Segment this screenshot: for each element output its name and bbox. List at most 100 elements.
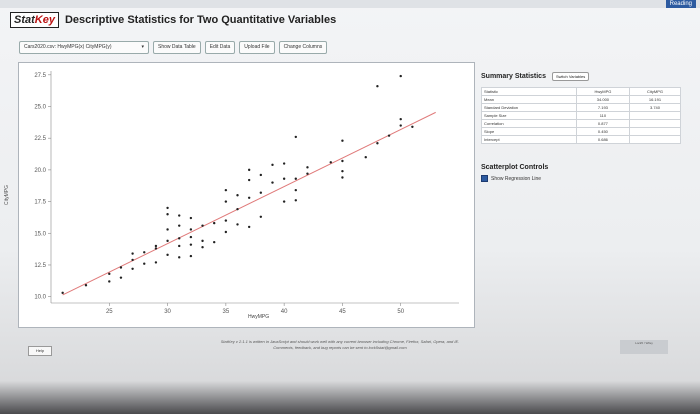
checkbox-checked-icon[interactable] — [481, 175, 488, 182]
change-columns-button[interactable]: Change Columns — [278, 41, 328, 54]
data-point — [294, 199, 297, 202]
data-point — [213, 240, 216, 244]
data-point — [236, 194, 239, 197]
data-point — [189, 235, 193, 239]
data-point — [399, 124, 402, 127]
data-point — [341, 169, 344, 173]
data-point — [178, 214, 181, 217]
stat-x-value: 7.193 — [575, 103, 630, 112]
data-point — [224, 230, 228, 234]
x-tick-label: 35 — [223, 309, 230, 315]
summary-row: Standard Deviation 7.193 3.740 — [481, 103, 682, 112]
summary-row: Mean 34.000 16.191 — [481, 95, 682, 104]
header-x: HwyMPG — [575, 87, 630, 96]
stat-x-value: 0.877 — [575, 119, 630, 128]
stat-label: Standard Deviation — [481, 103, 577, 112]
data-point — [411, 125, 414, 128]
data-point — [236, 207, 239, 211]
x-tick-label: 25 — [106, 309, 113, 315]
browser-top-strip — [0, 0, 700, 8]
data-point — [189, 243, 193, 246]
scatterplot-controls-title: Scatterplot Controls — [481, 164, 549, 171]
show-regression-line-label: Show Regression Line — [491, 175, 542, 182]
data-point — [166, 228, 169, 231]
data-point — [108, 272, 111, 276]
data-point — [271, 163, 274, 167]
data-point — [271, 181, 274, 184]
data-point — [61, 291, 64, 295]
data-point — [154, 261, 158, 264]
data-point — [119, 276, 123, 279]
title-bar: StatKey Descriptive Statistics for Two Q… — [10, 12, 336, 28]
header-statistic: Statistic — [481, 87, 577, 96]
edit-data-button[interactable]: Edit Data — [204, 41, 236, 54]
stat-x-value: 0.686 — [575, 135, 630, 144]
footer: StatKey v 2.1.1 is written in JavaScript… — [175, 339, 505, 351]
data-point — [294, 188, 297, 192]
data-point — [154, 244, 158, 248]
data-point — [259, 173, 263, 177]
data-point — [236, 223, 239, 226]
data-point — [399, 74, 402, 78]
data-point — [259, 215, 263, 218]
stat-x-value: 34.000 — [575, 95, 630, 104]
data-point — [224, 188, 228, 192]
data-point — [131, 258, 134, 262]
stat-label: Mean — [481, 95, 577, 104]
y-tick-label: 20.0 — [34, 168, 46, 174]
summary-table-header: Statistic HwyMPG CityMPG — [481, 87, 682, 96]
help-button[interactable]: Help — [28, 346, 52, 356]
data-point — [131, 252, 134, 255]
data-point — [294, 177, 297, 180]
show-regression-line-option[interactable]: Show Regression Line — [481, 175, 690, 182]
reading-mode-badge[interactable]: Reading — [665, 0, 696, 8]
summary-row: Intercept 0.686 — [481, 135, 682, 144]
y-tick-label: 17.5 — [34, 200, 46, 206]
y-tick-label: 22.5 — [34, 136, 46, 142]
stat-y-value: 16.191 — [628, 95, 682, 104]
stat-label: Slope — [481, 127, 577, 136]
data-point — [341, 176, 344, 179]
data-point — [387, 134, 391, 137]
data-point — [201, 239, 204, 243]
stat-label: Sample Size — [481, 111, 577, 120]
toolbar: Cars2020.csv: HwyMPG(x) CityMPG(y) ▾ Show… — [19, 41, 328, 54]
data-point — [143, 251, 146, 254]
data-point — [108, 280, 111, 283]
data-point — [376, 85, 379, 88]
data-point — [178, 237, 181, 240]
upload-file-button[interactable]: Upload File — [239, 41, 275, 54]
data-point — [224, 219, 228, 222]
regression-line — [62, 111, 436, 296]
summary-header: Summary Statistics Switch Variables — [481, 72, 690, 81]
data-point — [166, 239, 169, 243]
data-point — [143, 262, 146, 265]
data-point — [247, 168, 251, 172]
show-data-table-button[interactable]: Show Data Table — [153, 41, 201, 54]
switch-variables-button[interactable]: Switch Variables — [551, 72, 590, 81]
statkey-logo[interactable]: StatKey — [10, 12, 59, 28]
scatterplot: 10.0 12.5 15.0 17.5 20.0 22.5 25.0 27.5 25 30 35 40… — [34, 71, 459, 315]
summary-row: Sample Size 110 — [481, 111, 682, 120]
y-tick-label: 15.0 — [34, 231, 46, 237]
data-point — [247, 178, 251, 182]
data-point — [201, 246, 204, 249]
header-y: CityMPG — [628, 87, 682, 96]
y-tick-label: 12.5 — [34, 263, 46, 269]
data-point — [282, 200, 286, 203]
stat-label: Correlation — [481, 119, 577, 128]
data-point — [178, 224, 181, 227]
stat-y-value: 3.740 — [628, 103, 682, 112]
scatterplot-panel: 10.0 12.5 15.0 17.5 20.0 22.5 25.0 27.5 25 30 35 40… — [18, 62, 475, 328]
data-point — [84, 284, 88, 287]
data-point — [306, 166, 309, 169]
data-point — [189, 216, 193, 220]
x-tick-label: 30 — [164, 309, 171, 315]
data-point — [294, 135, 297, 139]
summary-title: Summary Statistics — [481, 73, 546, 80]
dataset-select[interactable]: Cars2020.csv: HwyMPG(x) CityMPG(y) ▾ — [19, 41, 149, 54]
x-tick-label: 45 — [339, 309, 346, 315]
data-point — [376, 142, 379, 145]
data-point — [259, 191, 263, 194]
